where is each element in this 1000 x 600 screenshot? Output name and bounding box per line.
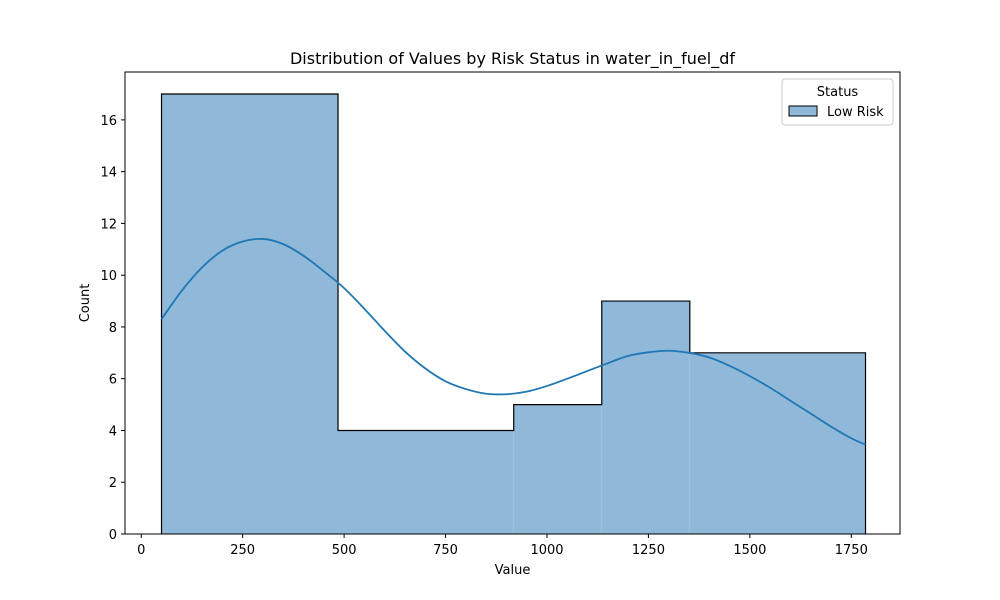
histogram-outline xyxy=(160,93,867,534)
y-tick-label-12: 12 xyxy=(100,217,117,232)
legend-swatch-1 xyxy=(788,105,818,117)
histogram-bar-2 xyxy=(338,430,514,534)
y-tick-label-14: 14 xyxy=(100,166,117,181)
histogram-bar-5 xyxy=(689,352,866,534)
y-tick-label-2: 2 xyxy=(109,476,117,491)
x-tick-label-0: 0 xyxy=(137,543,145,558)
x-tick-label-1000: 1000 xyxy=(530,543,563,558)
y-tick-label-4: 4 xyxy=(109,424,117,439)
x-tick-label-250: 250 xyxy=(230,543,255,558)
x-tick-label-1250: 1250 xyxy=(632,543,665,558)
y-tick-label-6: 6 xyxy=(109,373,117,388)
y-tick-label-0: 0 xyxy=(109,528,117,543)
x-tick-label-1500: 1500 xyxy=(733,543,766,558)
x-tick-label-500: 500 xyxy=(332,543,357,558)
plot-area xyxy=(124,71,901,535)
x-axis: 0 250 500 750 1000 1250 1500 1750 xyxy=(137,534,868,558)
y-tick-label-8: 8 xyxy=(109,321,117,336)
x-tick-label-750: 750 xyxy=(433,543,458,558)
y-axis-label: Count xyxy=(78,284,93,323)
y-tick-label-10: 10 xyxy=(100,269,117,284)
x-tick-label-1750: 1750 xyxy=(835,543,868,558)
histogram-bar-4 xyxy=(601,301,690,534)
plot-frame xyxy=(124,71,901,535)
legend-title: Status xyxy=(817,85,859,100)
histogram-bar-3 xyxy=(513,404,602,534)
histogram-bar-1 xyxy=(161,94,339,534)
x-axis-label: Value xyxy=(495,563,531,578)
y-tick-label-16: 16 xyxy=(100,114,117,129)
legend: Status Low Risk xyxy=(781,78,894,126)
y-axis: 0 2 4 6 8 10 12 14 16 xyxy=(100,114,125,543)
kde-line xyxy=(160,237,866,446)
chart-title: Distribution of Values by Risk Status in… xyxy=(290,49,735,69)
legend-label-1: Low Risk xyxy=(827,105,884,120)
